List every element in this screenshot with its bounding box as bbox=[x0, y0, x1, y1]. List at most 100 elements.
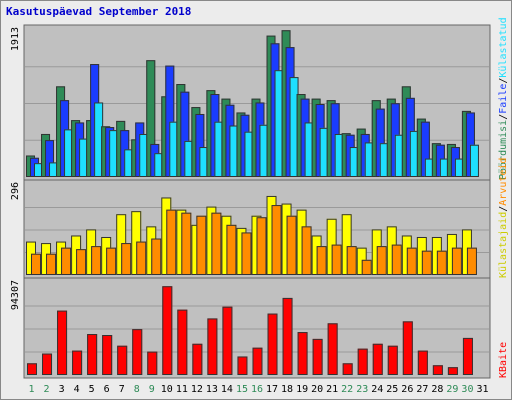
bar-outline bbox=[267, 313, 278, 375]
bar-outline bbox=[166, 209, 177, 275]
bar-outline bbox=[196, 215, 207, 275]
bar-outline bbox=[406, 247, 417, 275]
x-tick-day-21: 21 bbox=[326, 384, 338, 395]
bar-külastatud-day-3 bbox=[64, 129, 74, 177]
bar-külastatud-day-15 bbox=[244, 131, 254, 177]
bar-arvuteid-day-16 bbox=[256, 217, 267, 275]
y-max-label: 94307 bbox=[10, 280, 21, 310]
bar-külastatud-day-19 bbox=[304, 122, 314, 177]
bar-kbaite-day-14 bbox=[222, 306, 233, 375]
bar-outline bbox=[57, 310, 68, 375]
hits-panel: 1913 bbox=[10, 24, 491, 181]
bar-outline bbox=[342, 363, 353, 375]
bar-outline bbox=[27, 363, 37, 375]
bar-outline bbox=[136, 241, 147, 275]
bar-kbaite-day-7 bbox=[117, 345, 128, 375]
bar-külastatud-day-26 bbox=[409, 130, 419, 177]
bar-külastatud-day-24 bbox=[379, 143, 389, 177]
bar-arvuteid-day-8 bbox=[136, 241, 147, 275]
legend-kbytes: KBaite bbox=[498, 342, 509, 378]
bar-outline bbox=[331, 244, 342, 275]
bar-arvuteid-day-2 bbox=[46, 253, 57, 275]
x-tick-day-10: 10 bbox=[161, 384, 173, 395]
bar-arvuteid-day-26 bbox=[406, 247, 417, 275]
bar-outline bbox=[181, 212, 192, 275]
x-tick-day-24: 24 bbox=[371, 384, 383, 395]
x-tick-day-29: 29 bbox=[446, 384, 458, 395]
bar-külastatud-day-27 bbox=[424, 158, 434, 177]
bar-outline bbox=[447, 367, 458, 376]
bar-arvuteid-day-27 bbox=[421, 250, 432, 275]
x-axis: 1 2 3 4 5 6 7 8 9 10 11 12 13 14 15 16 17 18 19 20 21 22 23 24 2… bbox=[29, 384, 489, 395]
bar-külastatud-day-9 bbox=[154, 153, 164, 177]
bar-outline bbox=[237, 356, 248, 375]
bar-arvuteid-day-6 bbox=[106, 247, 117, 275]
bar-arvuteid-day-19 bbox=[301, 226, 312, 275]
bar-outline bbox=[466, 247, 477, 275]
visits-panel: 296 bbox=[10, 179, 491, 279]
bar-kbaite-day-25 bbox=[387, 345, 398, 375]
bar-kbaite-day-21 bbox=[327, 323, 338, 375]
bar-arvuteid-day-15 bbox=[241, 232, 252, 275]
bar-kbaite-day-20 bbox=[312, 338, 323, 375]
x-tick-day-16: 16 bbox=[251, 384, 263, 395]
bar-outline bbox=[372, 343, 383, 376]
bar-outline bbox=[147, 351, 158, 375]
bar-külastatud-day-1 bbox=[34, 163, 43, 177]
bar-arvuteid-day-28 bbox=[436, 250, 447, 275]
x-tick-day-22: 22 bbox=[341, 384, 353, 395]
bar-outline bbox=[316, 246, 327, 276]
bar-outline bbox=[207, 318, 218, 375]
bar-outline bbox=[117, 345, 128, 376]
bar-külastatud-day-22 bbox=[349, 147, 359, 177]
bar-külastatud-day-20 bbox=[319, 127, 329, 177]
bar-külastatud-day-12 bbox=[199, 147, 209, 177]
bar-arvuteid-day-7 bbox=[121, 243, 132, 275]
bar-outline bbox=[391, 244, 402, 275]
bar-outline bbox=[271, 205, 282, 275]
bar-arvuteid-day-18 bbox=[286, 215, 297, 275]
bar-arvuteid-day-20 bbox=[316, 246, 327, 275]
bar-külastatud-day-16 bbox=[259, 124, 269, 177]
bar-arvuteid-day-12 bbox=[196, 215, 207, 275]
bar-külastatud-day-13 bbox=[214, 121, 224, 177]
panels: 1913 296 94307 bbox=[10, 24, 491, 379]
x-tick-day-19: 19 bbox=[296, 384, 308, 395]
bar-arvuteid-day-30 bbox=[466, 247, 477, 275]
bar-arvuteid-day-21 bbox=[331, 244, 342, 275]
bar-outline bbox=[121, 243, 132, 276]
bar-outline bbox=[31, 253, 41, 275]
bar-arvuteid-day-29 bbox=[451, 247, 462, 275]
x-tick-day-31: 31 bbox=[476, 384, 488, 395]
bar-kbaite-day-23 bbox=[357, 348, 368, 375]
bar-kbaite-day-10 bbox=[162, 286, 173, 375]
bar-arvuteid-day-9 bbox=[151, 238, 162, 275]
bar-outline bbox=[87, 334, 98, 376]
bar-külastatud-day-28 bbox=[439, 158, 449, 177]
bar-outline bbox=[151, 238, 162, 276]
bar-kbaite-day-13 bbox=[207, 318, 218, 375]
bar-kbaite-day-2 bbox=[42, 353, 53, 375]
bar-outline bbox=[226, 224, 237, 276]
bar-arvuteid-day-3 bbox=[61, 247, 72, 275]
bar-outline bbox=[462, 337, 473, 376]
bar-faile-day-24 bbox=[375, 108, 385, 177]
bar-outline bbox=[282, 297, 293, 376]
bar-külastatud-day-4 bbox=[79, 138, 89, 177]
bar-pöördumisi-day-9 bbox=[146, 60, 156, 177]
bar-outline bbox=[46, 253, 57, 275]
bar-outline bbox=[252, 347, 263, 376]
bar-kbaite-day-28 bbox=[432, 365, 443, 375]
bar-kbaite-day-27 bbox=[417, 350, 428, 375]
x-tick-day-27: 27 bbox=[416, 384, 428, 395]
bar-külastajaid-day-3 bbox=[56, 241, 67, 275]
bar-outline bbox=[72, 350, 83, 376]
bar-outline bbox=[387, 345, 398, 376]
x-tick-day-20: 20 bbox=[311, 384, 323, 395]
kbytes-panel: 94307 bbox=[10, 277, 491, 379]
bar-kbaite-day-17 bbox=[267, 313, 278, 375]
bar-arvuteid-day-5 bbox=[91, 246, 102, 275]
bar-faile-day-2 bbox=[45, 140, 55, 177]
bar-kbaite-day-8 bbox=[132, 329, 143, 375]
